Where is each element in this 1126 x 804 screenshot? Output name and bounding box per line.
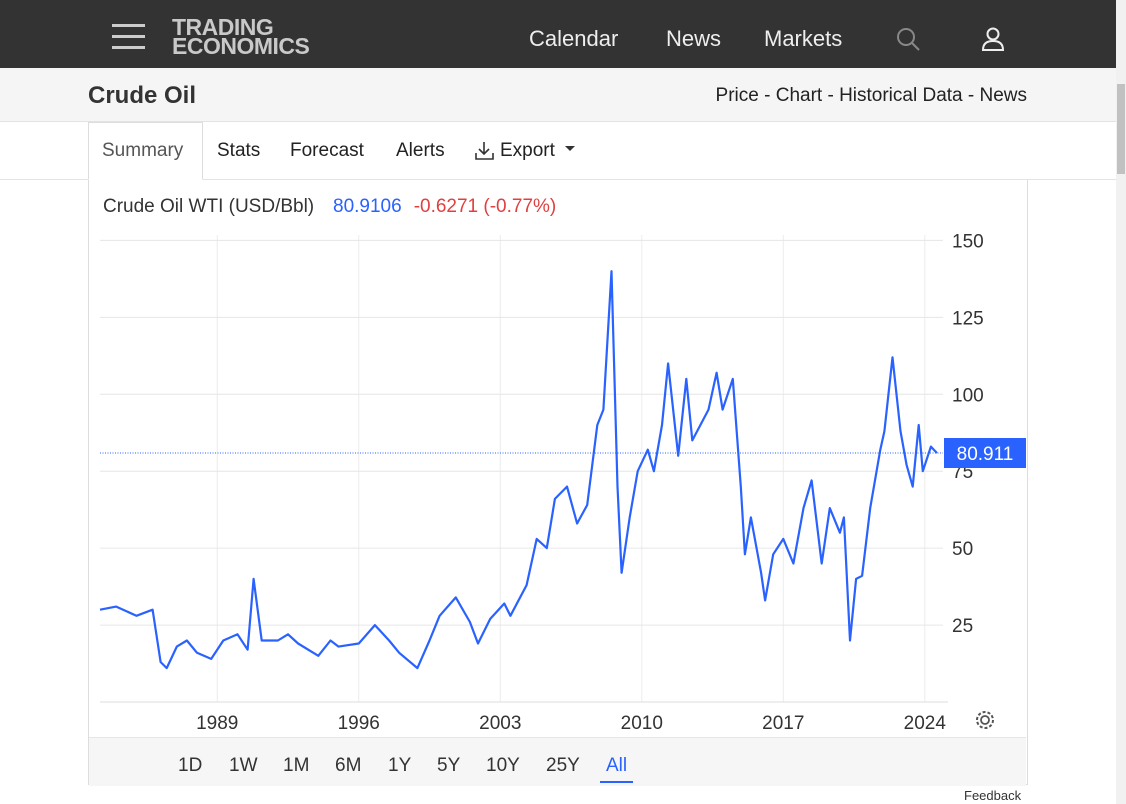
nav-link[interactable]: News	[666, 26, 722, 51]
tab[interactable]: Forecast	[290, 140, 364, 161]
nav-link[interactable]: Markets	[764, 26, 843, 51]
sub-header: Crude Oil Price - Chart - Historical Dat…	[0, 68, 1116, 122]
range-button[interactable]: 10Y	[486, 755, 520, 776]
chart: Crude Oil WTI (USD/Bbl) 80.9106 -0.6271 …	[99, 196, 1026, 734]
y-tick-label: 150	[952, 231, 984, 252]
brand[interactable]: ECONOMICS	[172, 33, 310, 59]
y-tick-label: 50	[952, 539, 973, 560]
tab[interactable]: Export	[500, 140, 555, 161]
caret	[565, 146, 575, 151]
scrollbar[interactable]	[1116, 0, 1126, 804]
range-button[interactable]: 1W	[229, 755, 258, 776]
y-tick-label: 25	[952, 616, 973, 637]
tab[interactable]: Stats	[217, 140, 261, 161]
range-button[interactable]: 1D	[178, 755, 203, 776]
grid	[100, 235, 943, 702]
x-tick-label: 2024	[904, 713, 947, 734]
x-tick-label: 1996	[338, 713, 380, 734]
x-tick-label: 2003	[479, 713, 521, 734]
top-bar: TRADING ECONOMICS Calendar News Markets	[0, 0, 1116, 68]
price-line	[99, 270, 938, 670]
price-change: -0.6271 (-0.77%)	[414, 196, 557, 217]
range-button[interactable]: 6M	[335, 755, 362, 776]
settings-icon[interactable]	[976, 711, 994, 729]
series-label: Crude Oil WTI (USD/Bbl)	[103, 196, 314, 217]
range-button[interactable]: All	[600, 755, 634, 783]
tab[interactable]: Alerts	[396, 140, 445, 161]
range-button[interactable]: 5Y	[437, 755, 461, 776]
page-links[interactable]: Price - Chart - Historical Data - News	[715, 85, 1027, 106]
y-tick-label: 100	[952, 385, 984, 406]
range-button[interactable]: 25Y	[546, 755, 580, 776]
export-icon[interactable]	[474, 140, 496, 162]
last-value-label: 80.911	[957, 444, 1014, 465]
tab[interactable]: Summary	[102, 140, 184, 161]
range-bar	[89, 737, 1026, 786]
last-value-box	[944, 438, 1026, 469]
nav-link[interactable]: Calendar	[529, 26, 619, 51]
y-tick-label: 125	[952, 308, 984, 329]
x-tick-label: 1989	[196, 713, 238, 734]
feedback[interactable]: Feedback	[964, 788, 1022, 803]
last-price: 80.9106	[333, 196, 402, 217]
user-icon[interactable]	[981, 26, 1005, 52]
active-tab	[88, 122, 203, 180]
menu-icon[interactable]	[112, 24, 146, 50]
tab-bar	[0, 122, 1116, 180]
x-tick-label: 2017	[762, 713, 804, 734]
page-title: Crude Oil	[88, 82, 197, 109]
range-button[interactable]: 1M	[283, 755, 310, 776]
brand[interactable]: TRADING	[172, 14, 274, 40]
range-button[interactable]: 1Y	[388, 755, 412, 776]
x-tick-label: 2010	[621, 713, 663, 734]
scroll-thumb[interactable]	[1117, 84, 1125, 174]
search-icon[interactable]	[896, 27, 922, 53]
